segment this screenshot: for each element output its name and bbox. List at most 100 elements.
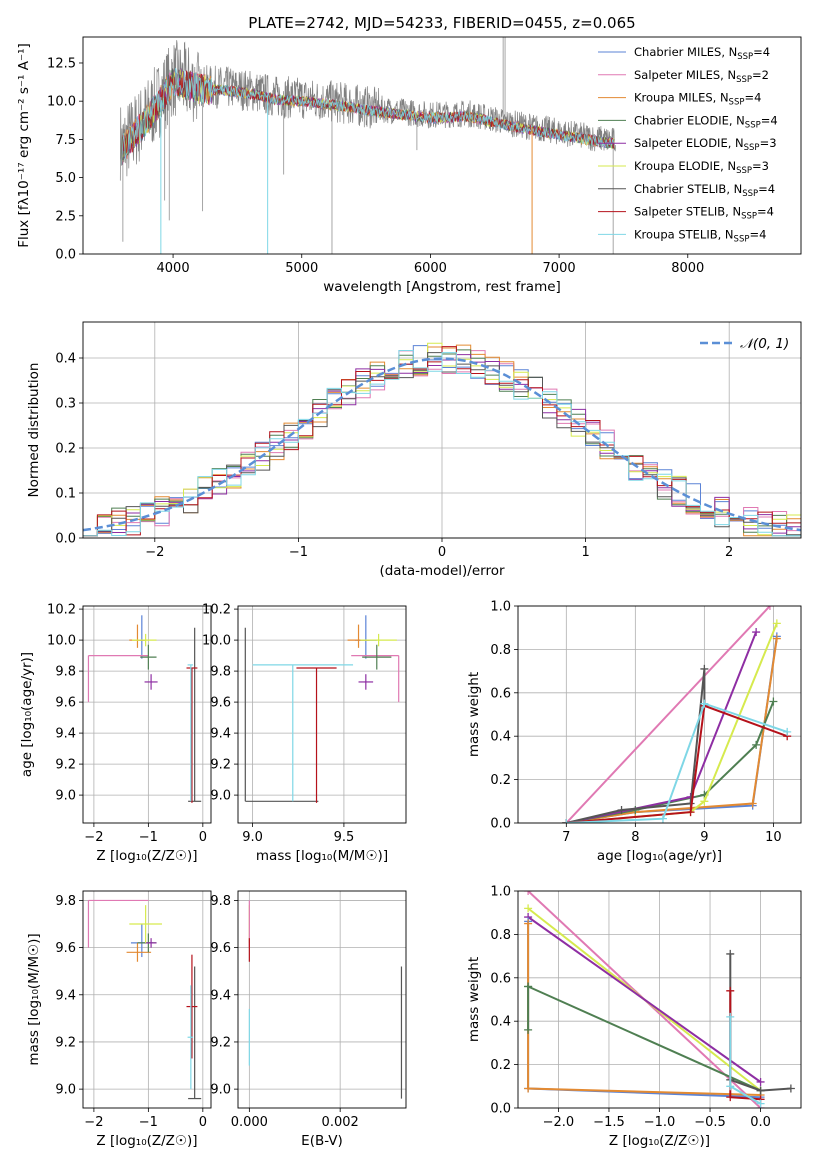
mass-vs-Z-frame [82,890,212,1109]
weight-vs-age-ytick-label: 0.6 [490,686,511,701]
age-vs-mass-ytick-label: 9.2 [210,758,231,773]
residuals-axes: −2 −1 0 1 2 0.0 0.1 0.2 0.3 0.4 (data-model)/error… [26,321,802,579]
mass-vs-Z-ytick-label: 9.0 [55,1083,76,1098]
mass-vs-EBV-axes: 0.000 0.002 9.0 9.2 9.4 9.6 9.8 E(B-V) [210,890,407,1149]
weight-vs-Z-xlabel: Z [log₁₀(Z/Z☉)] [609,1133,710,1149]
residuals-xtick-label: 1 [581,545,589,560]
age-vs-mass-ytick-label: 9.8 [210,665,231,680]
weight-vs-age-ytick-label: 1.0 [490,600,511,615]
spectrum-ytick-label: 7.5 [55,133,76,148]
weight-line [527,923,761,1096]
age-vs-Z-axes: −2 −1 0 9.0 9.2 9.4 9.6 9.8 10.0 10.2 Z [log₁₀(Z/Z… [19,603,212,864]
errorbar-point-chabrier-elodie [140,644,157,670]
normal-distribution-curve [83,357,801,532]
residuals-ytick-label: 0.0 [55,532,76,547]
weight-marker [617,805,626,814]
legend-label: Kroupa STELIB, N [634,227,734,241]
errorbar-point-chabrier-stelib [244,627,319,802]
spectrum-xtick-label: 6000 [414,261,447,276]
legend-label: Chabrier STELIB, N [634,182,742,196]
residuals-plot [83,342,801,537]
weight-marker [769,697,778,706]
weight-marker [726,1093,735,1102]
errorbar-point-salpeter-miles [87,899,149,948]
legend-subscript: SSP [745,120,761,130]
errorbar-point-salpeter-elodie [145,938,157,948]
weight-vs-age-ytick-label: 0.0 [490,817,511,832]
weight-marker [752,628,761,637]
errorbar-point-kroupa-elodie [129,905,162,943]
age-vs-Z-xtick-label: −2 [84,830,103,845]
legend-subscript: SSP [729,98,745,108]
legend-suffix: =3 [752,159,769,173]
weight-marker [756,1099,765,1108]
weight-vs-age-xlabel: age [log₁₀(age/yr)] [597,848,722,864]
weight-vs-age-plot [562,606,792,823]
residuals-ytick-label: 0.4 [55,352,76,367]
weight-marker [726,1082,735,1091]
spectrum-xtick-label: 7000 [543,261,576,276]
residuals-xtick-label: −2 [145,545,164,560]
legend-label: Salpeter ELODIE, N [634,136,744,150]
errorbar-point-kroupa-stelib [252,664,354,802]
mass-vs-Z-axes: −2 −1 0 9.0 9.2 9.4 9.6 9.8 Z [log₁₀(Z/Z☉)] mass … [26,890,212,1149]
legend-subscript: SSP [736,75,752,85]
legend-label: Kroupa MILES, N [634,91,729,105]
weight-marker [756,1086,765,1095]
weight-series-salpeter-miles [562,606,774,823]
mass-vs-EBV-ytick-label: 9.4 [210,988,231,1003]
legend-label: Chabrier ELODIE, N [634,113,745,127]
legend-subscript: SSP [737,52,753,62]
mass-vs-Z-ytick-label: 9.2 [55,1035,76,1050]
age-vs-mass-ytick-label: 9.6 [210,696,231,711]
errorbar-point-kroupa-elodie [360,633,397,647]
mass-vs-Z-plot [87,899,202,1100]
age-vs-mass-plot [244,615,400,803]
errorbar-point-salpeter-stelib [186,954,198,1059]
errorbar-point-salpeter-miles [351,654,400,703]
legend-entry: Kroupa ELODIE, NSSP=3 [634,159,769,176]
spectrum-axes: 4000 5000 6000 7000 8000 0.0 2.5 5.0 7.5 10.0 12.5… [16,14,802,295]
spectrum-ytick-label: 5.0 [55,171,76,186]
age-vs-Z-plot [87,615,202,803]
weight-line [729,1016,762,1105]
weight-marker [700,664,709,673]
errorbar-point-salpeter-elodie [144,674,158,690]
errorbar-point-kroupa-stelib [187,985,194,1090]
mass-vs-Z-xtick-label: −1 [139,1115,158,1130]
weight-marker [748,799,757,808]
weight-marker [772,619,781,628]
weight-vs-age-axes: 7 8 9 10 0.0 0.2 0.4 0.6 0.8 1.0 age [log₁₀(age/yr… [466,600,802,864]
legend-suffix: =3 [760,136,777,150]
spectrum-xlabel: wavelength [Angstrom, rest frame] [323,279,561,295]
weight-series-chabrier-miles [562,632,781,823]
weight-vs-Z-ytick-label: 0.6 [490,971,511,986]
weight-vs-age-xtick-label: 10 [765,830,782,845]
age-vs-mass-axes: 9.0 9.5 9.0 9.2 9.4 9.6 9.8 10.0 10.2 mass [log₁₀… [202,603,407,864]
weight-marker [686,808,695,817]
weight-marker [524,904,533,913]
weight-vs-age-ylabel: mass weight [466,672,482,757]
errorbar-point-chabrier-stelib [188,966,202,1100]
weight-series-kroupa-stelib [562,699,792,823]
spectrum-xtick-label: 5000 [285,261,318,276]
weight-vs-Z-plot [524,891,795,1108]
legend-entry: Chabrier ELODIE, NSSP=4 [634,113,778,130]
errorbar-point-kroupa-miles [129,624,146,648]
weight-marker [726,1012,735,1021]
weight-vs-age-xtick-label: 8 [631,830,639,845]
weight-vs-Z-xtick-label: −1.0 [644,1115,676,1130]
spectrum-xtick-label: 8000 [671,261,704,276]
errorbar-point-kroupa-elodie [132,633,157,647]
weight-marker [524,919,533,928]
spectrum-ytick-label: 0.0 [55,248,76,263]
age-vs-Z-ytick-label: 10.0 [47,634,76,649]
age-vs-mass-frame [237,605,407,824]
age-vs-Z-xtick-label: 0 [199,830,207,845]
errorbar-point-salpeter-miles [87,654,149,703]
age-vs-mass-ytick-label: 10.2 [202,603,231,618]
weight-vs-age-ytick-label: 0.4 [490,730,511,745]
age-vs-mass-xtick-label: 9.5 [334,830,355,845]
residual-histogram-kroupa-stelib [83,350,801,537]
